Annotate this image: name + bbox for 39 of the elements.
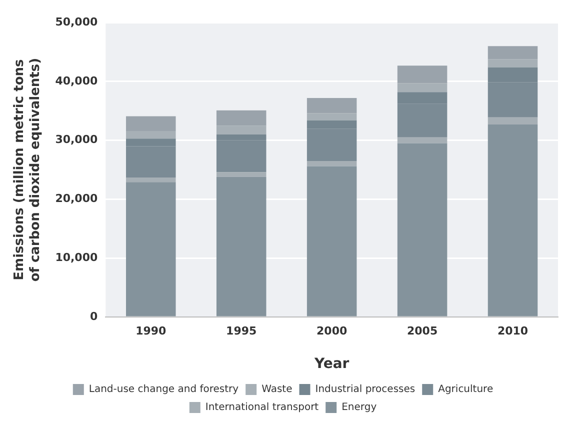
x-tick-label: 1990: [136, 324, 167, 338]
bar: [216, 126, 266, 134]
y-tick-label: 50,000: [55, 15, 98, 28]
bar: [488, 124, 538, 316]
bar: [306, 98, 357, 114]
bar: [306, 113, 357, 120]
bar: [397, 143, 448, 316]
legend-label: Industrial processes: [315, 384, 416, 396]
legend-label: Energy: [342, 402, 377, 414]
bar: [126, 130, 176, 139]
bar: [397, 137, 448, 144]
x-axis-title: Year: [313, 356, 350, 372]
x-tick-label: 2005: [406, 324, 438, 338]
bar: [488, 59, 538, 68]
x-tick-label: 2000: [316, 324, 348, 338]
bar: [488, 117, 538, 124]
x-tick-label: 1995: [226, 324, 257, 338]
x-tick-label: 2010: [497, 324, 528, 338]
bar: [216, 110, 266, 126]
legend-label: Waste: [262, 384, 292, 396]
bar: [216, 172, 266, 177]
y-tick-label: 20,000: [55, 192, 98, 206]
bar: [126, 177, 176, 182]
bar: [397, 66, 448, 84]
bar: [306, 160, 357, 166]
bar: [488, 46, 538, 60]
bar: [306, 166, 357, 316]
legend-label: International transport: [205, 402, 319, 414]
y-tick-label: 10,000: [55, 250, 98, 264]
bar: [126, 182, 176, 316]
y-tick-label: 0: [90, 310, 98, 323]
bar: [397, 83, 448, 92]
y-tick-label: 40,000: [55, 74, 98, 88]
y-tick-label: 30,000: [55, 133, 98, 146]
bar: [126, 116, 176, 131]
y-axis-title: Emissions (million metric tons of carbon dioxide equivalents): [12, 58, 43, 282]
legend-label: Agriculture: [438, 384, 494, 396]
bar: [216, 176, 266, 316]
legend-label: Land-use change and forestry: [88, 384, 239, 396]
